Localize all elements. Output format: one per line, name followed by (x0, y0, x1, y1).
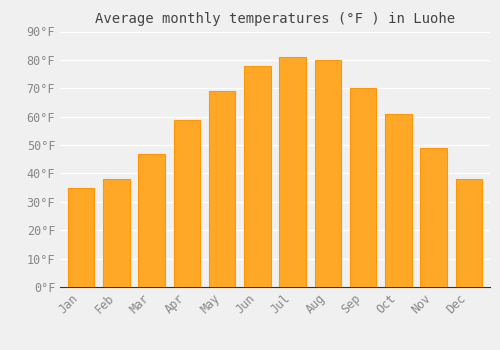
Bar (456, 179, 482, 287)
Bar (138, 154, 165, 287)
Bar (174, 119, 200, 287)
Bar (280, 57, 306, 287)
Bar (244, 65, 270, 287)
Bar (420, 148, 447, 287)
Bar (103, 179, 130, 287)
Bar (209, 91, 236, 287)
Bar (314, 60, 341, 287)
Bar (350, 88, 376, 287)
Bar (385, 114, 411, 287)
Bar (68, 188, 94, 287)
Title: Average monthly temperatures (°F ) in Luohe: Average monthly temperatures (°F ) in Lu… (95, 12, 455, 26)
